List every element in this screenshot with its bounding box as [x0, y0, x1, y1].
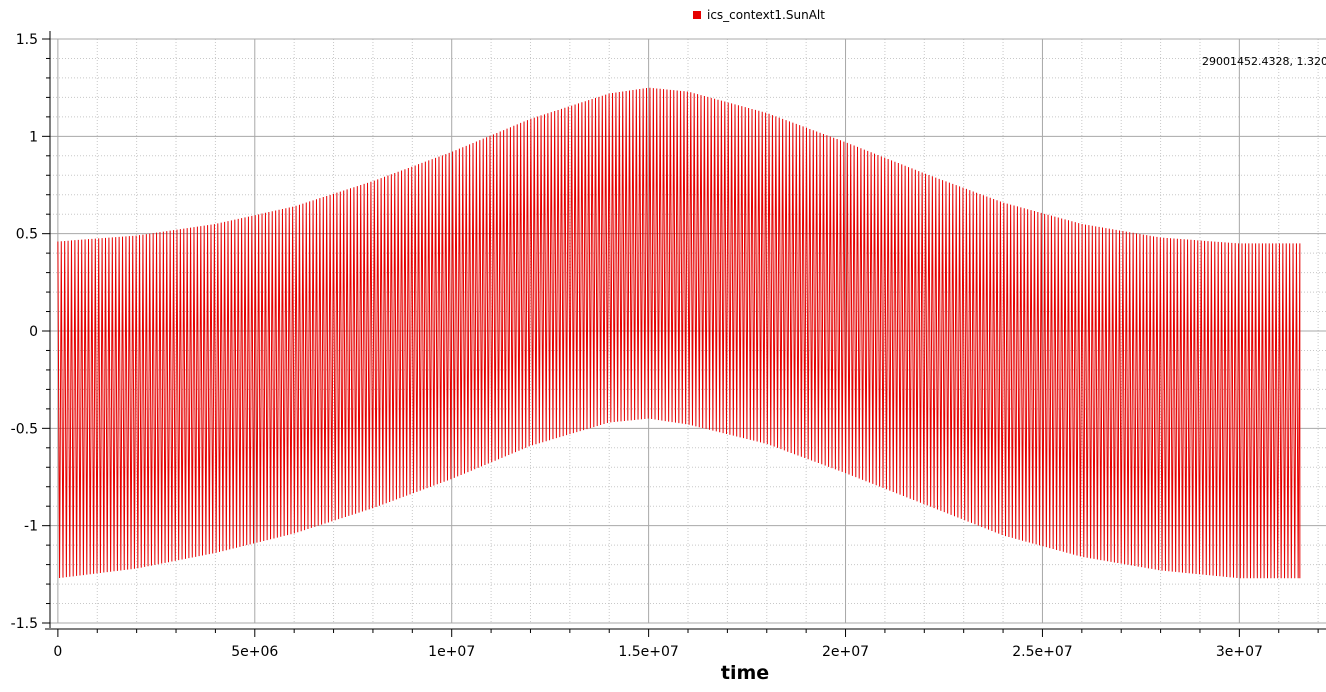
major-grid — [50, 38, 1326, 624]
x-tick-label: 2.5e+07 — [1012, 644, 1072, 660]
y-tick-label: 0.5 — [16, 227, 38, 243]
y-tick-label: 0 — [29, 324, 38, 340]
y-tick-label: 1.5 — [16, 32, 38, 48]
x-axis-label: time — [720, 662, 770, 684]
y-tick-label: -1 — [24, 519, 38, 535]
tick-labels: 1.5 1 0.5 0 -0.5 -1 -1.5 0 5e+06 1e+07 1.5e+07 2e+0… — [11, 32, 1263, 660]
x-tick-label: 0 — [53, 644, 62, 660]
x-tick-label: 5e+06 — [231, 644, 278, 660]
series-layer — [57, 87, 1301, 579]
x-tick-label: 1.5e+07 — [618, 644, 678, 660]
x-tick-label: 2e+07 — [822, 644, 869, 660]
x-tick-label: 3e+07 — [1216, 644, 1263, 660]
y-tick-label: 1 — [29, 129, 38, 145]
axes — [45, 31, 1326, 630]
legend-label: ics_context1.SunAlt — [707, 8, 825, 22]
tick-marks — [42, 38, 1319, 637]
y-tick-label: -0.5 — [11, 421, 38, 437]
legend[interactable]: ics_context1.SunAlt — [693, 8, 825, 22]
x-tick-label: 1e+07 — [428, 644, 475, 660]
y-tick-label: -1.5 — [11, 616, 38, 632]
legend-swatch — [693, 11, 701, 19]
cursor-readout: 29001452.4328, 1.320 — [1202, 55, 1326, 68]
series-line-sunalt — [57, 87, 1301, 579]
